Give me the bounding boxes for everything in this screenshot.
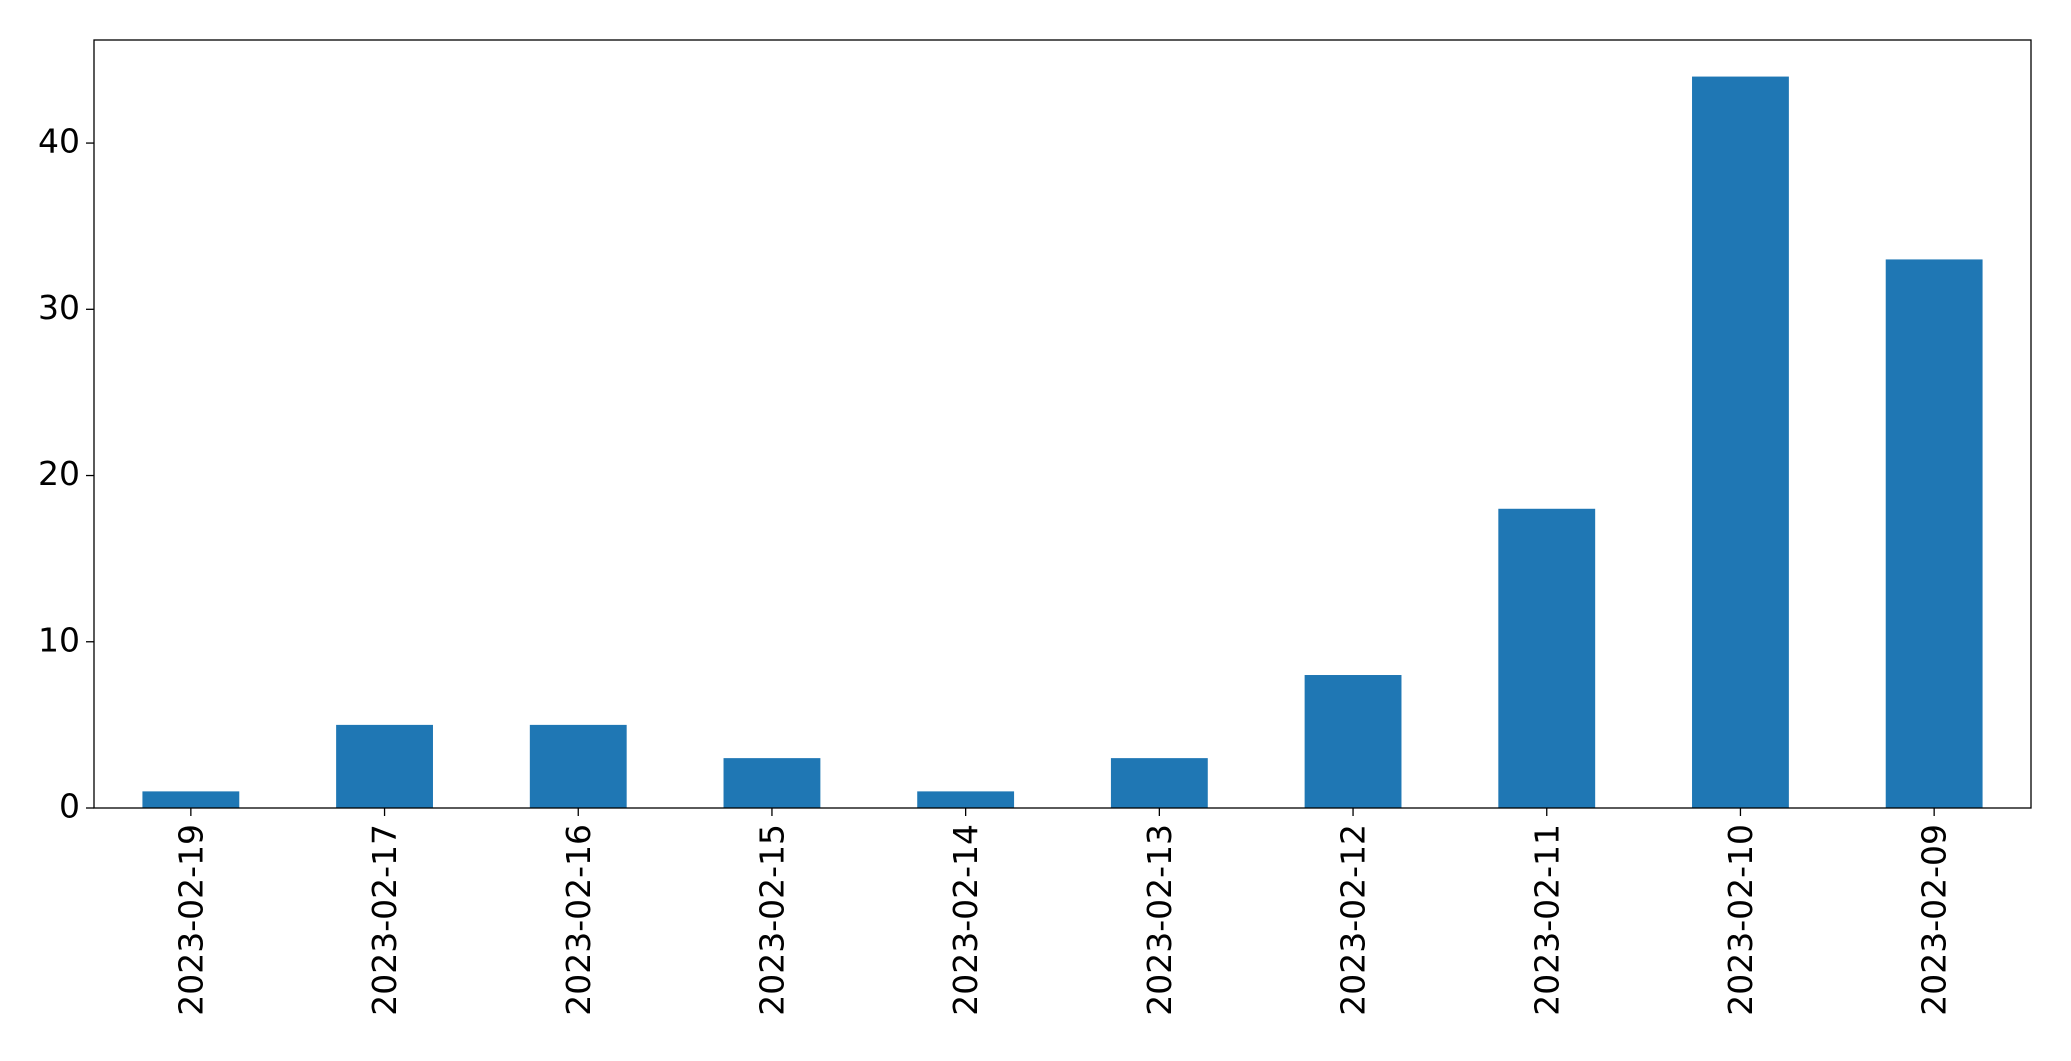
bar	[1304, 675, 1402, 808]
x-tick-label: 2023-02-10	[1721, 824, 1760, 1016]
x-tick-label: 2023-02-17	[365, 824, 404, 1016]
y-tick-label: 0	[59, 787, 80, 826]
x-tick-label: 2023-02-11	[1527, 824, 1566, 1016]
x-tick-label: 2023-02-09	[1915, 824, 1954, 1016]
bar	[142, 791, 240, 808]
x-tick-label: 2023-02-12	[1334, 824, 1373, 1016]
bar	[1885, 259, 1983, 808]
y-tick-label: 10	[38, 620, 80, 659]
bar	[917, 791, 1015, 808]
x-tick-label: 2023-02-16	[559, 824, 598, 1016]
x-tick-label: 2023-02-14	[946, 824, 985, 1016]
y-tick-label: 30	[38, 288, 80, 327]
y-tick-label: 20	[38, 454, 80, 493]
y-tick-label: 40	[38, 122, 80, 161]
bar	[1692, 76, 1789, 809]
x-tick-label: 2023-02-19	[171, 824, 210, 1016]
bar	[1498, 508, 1596, 808]
bar	[336, 724, 433, 808]
x-tick-label: 2023-02-13	[1140, 824, 1179, 1016]
bar	[529, 724, 627, 808]
x-tick-label: 2023-02-15	[752, 824, 791, 1016]
bar	[1110, 758, 1208, 808]
plot-frame	[93, 39, 2032, 809]
bar	[723, 758, 821, 808]
